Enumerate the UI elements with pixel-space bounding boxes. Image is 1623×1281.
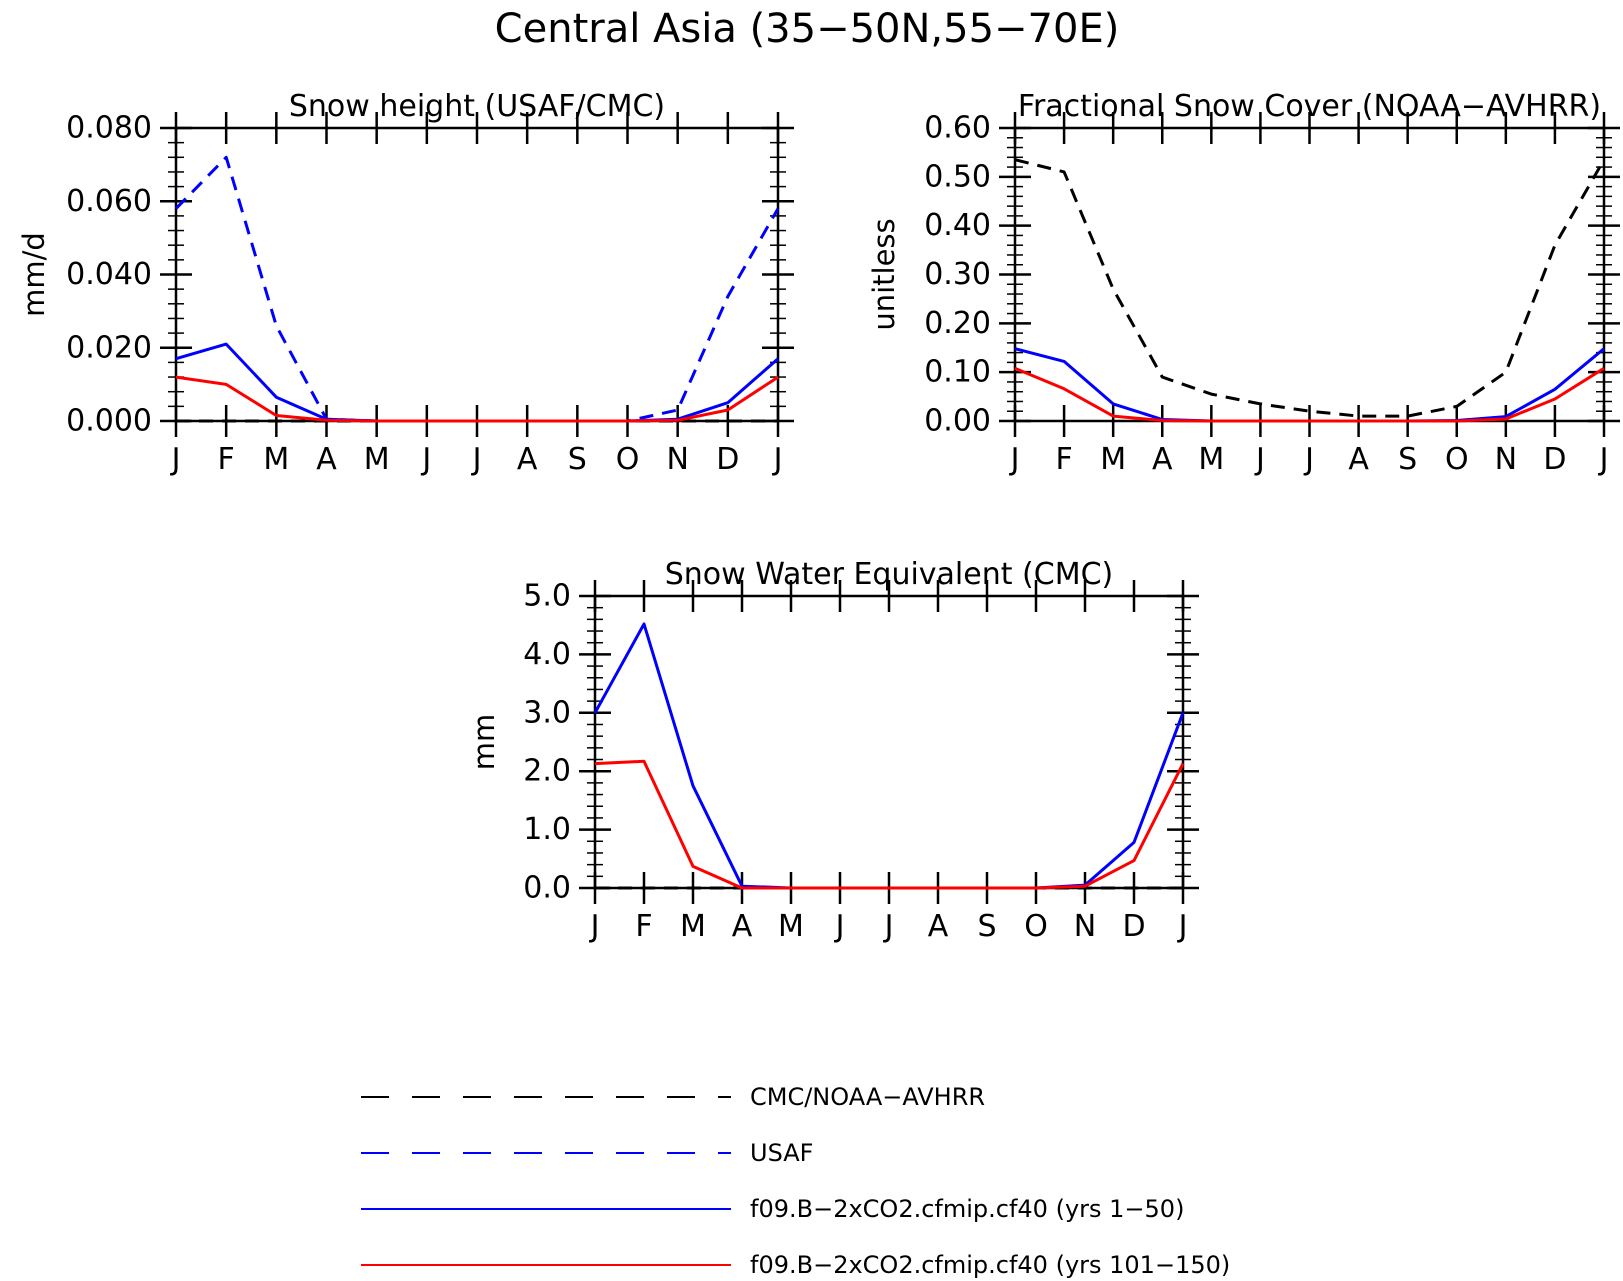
plot-frame: [1013, 126, 1606, 423]
y-axis-label: mm: [467, 714, 501, 771]
series-line-1: [174, 155, 780, 423]
x-tick-label: F: [1055, 442, 1072, 477]
plot-frame: [174, 126, 780, 423]
legend-label-3: f09.B−2xCO2.cfmip.cf40 (yrs 101−150): [750, 1251, 1230, 1279]
x-tick-label: J: [772, 442, 783, 477]
x-tick-label: D: [1122, 909, 1145, 944]
x-tick-label: M: [778, 909, 804, 944]
x-tick-label: S: [1398, 442, 1417, 477]
y-tick-label: 2.0: [523, 754, 571, 789]
series-line-2: [594, 759, 1185, 890]
x-tick-label: J: [1598, 442, 1609, 477]
x-tick-label: D: [716, 442, 739, 477]
x-tick-label: O: [1445, 442, 1469, 477]
x-tick-label: A: [1348, 442, 1369, 477]
x-tick-label: D: [1543, 442, 1566, 477]
y-tick-label: 0.060: [66, 184, 152, 219]
y-tick-label: 0.30: [924, 257, 991, 292]
x-tick-label: J: [589, 909, 600, 944]
y-tick-label: 5.0: [523, 579, 571, 614]
series-line-3: [175, 375, 779, 423]
x-tick-label: F: [218, 442, 235, 477]
x-tick-label: J: [170, 442, 181, 477]
chart-snow-water-equivalent: Snow Water Equivalent (CMC)mm0.01.02.03.…: [467, 557, 1199, 944]
legend-label-1: USAF: [750, 1139, 813, 1167]
figure-title: Central Asia (35−50N,55−70E): [495, 6, 1120, 52]
x-tick-label: M: [1198, 442, 1224, 477]
legend-label-0: CMC/NOAA−AVHRR: [750, 1083, 985, 1111]
x-tick-label: S: [568, 442, 587, 477]
y-axis-label: mm/d: [17, 232, 51, 317]
x-tick-label: N: [1495, 442, 1517, 477]
y-tick-label: 0.020: [66, 330, 152, 365]
x-tick-label: M: [263, 442, 289, 477]
y-tick-label: 0.080: [66, 111, 152, 146]
y-tick-label: 0.040: [66, 257, 152, 292]
x-tick-label: O: [616, 442, 640, 477]
x-tick-label: N: [1074, 909, 1096, 944]
chart-fractional-snow-cover: Fractional Snow Cover (NOAA−AVHRR)unitle…: [867, 89, 1620, 477]
x-tick-label: M: [1100, 442, 1126, 477]
x-tick-label: A: [1152, 442, 1173, 477]
y-tick-label: 3.0: [523, 695, 571, 730]
x-tick-label: J: [1254, 442, 1265, 477]
x-tick-label: J: [1177, 909, 1188, 944]
x-tick-label: A: [316, 442, 337, 477]
chart-snow-height: Snow height (USAF/CMC)mm/d0.0000.0200.04…: [17, 89, 794, 477]
x-tick-label: A: [732, 909, 753, 944]
y-tick-label: 0.20: [924, 306, 991, 341]
x-tick-label: A: [928, 909, 949, 944]
y-axis-label: unitless: [867, 218, 901, 330]
x-tick-label: J: [1009, 442, 1020, 477]
y-tick-label: 1.0: [523, 812, 571, 847]
x-tick-label: J: [883, 909, 894, 944]
x-tick-label: J: [834, 909, 845, 944]
y-tick-label: 0.40: [924, 208, 991, 243]
x-tick-label: A: [517, 442, 538, 477]
y-tick-label: 0.000: [66, 404, 152, 439]
x-tick-label: N: [666, 442, 688, 477]
series-line-0: [1014, 158, 1606, 418]
x-tick-label: J: [420, 442, 431, 477]
legend: CMC/NOAA−AVHRR USAF f09.B−2xCO2.cfmip.cf40…: [361, 1083, 1230, 1279]
x-tick-label: J: [471, 442, 482, 477]
y-tick-label: 0.60: [924, 111, 991, 146]
y-tick-label: 0.10: [924, 355, 991, 390]
x-tick-label: O: [1024, 909, 1048, 944]
y-tick-label: 0.00: [924, 404, 991, 439]
series-line-2: [1014, 366, 1605, 423]
y-tick-label: 0.0: [523, 871, 571, 906]
x-tick-label: S: [977, 909, 996, 944]
x-tick-label: M: [680, 909, 706, 944]
y-tick-label: 4.0: [523, 637, 571, 672]
legend-label-2: f09.B−2xCO2.cfmip.cf40 (yrs 1−50): [750, 1195, 1184, 1223]
y-tick-label: 0.50: [924, 159, 991, 194]
x-tick-label: F: [635, 909, 652, 944]
x-tick-label: M: [364, 442, 390, 477]
x-tick-label: J: [1303, 442, 1314, 477]
